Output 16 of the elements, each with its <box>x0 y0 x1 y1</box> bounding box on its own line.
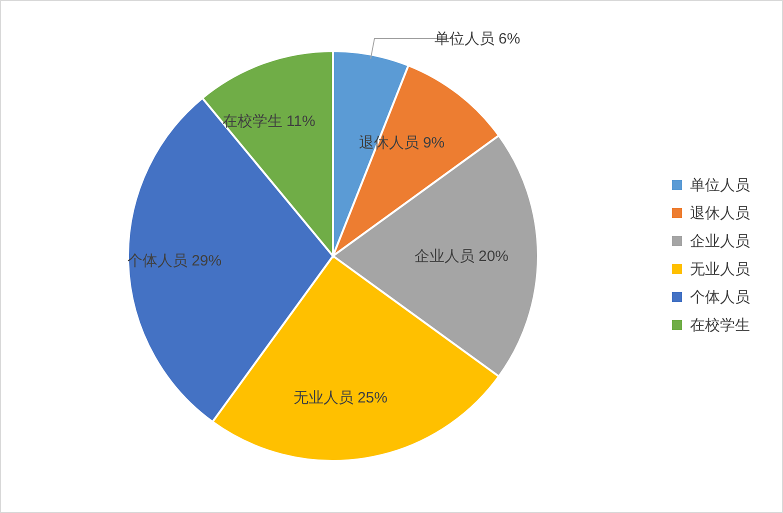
data-label: 9% <box>422 134 445 152</box>
legend-label: 单位人员 <box>690 177 750 194</box>
slice-label: 企业人员 <box>414 248 474 265</box>
data-label: 29% <box>192 252 222 270</box>
data-label: 6% <box>498 30 520 48</box>
legend-label: 企业人员 <box>690 233 750 250</box>
legend-label: 在校学生 <box>690 317 750 334</box>
slice-label: 单位人员 <box>434 30 494 48</box>
slice-label: 无业人员 <box>293 390 354 407</box>
legend-label: 个体人员 <box>690 289 750 306</box>
legend-label: 退休人员 <box>690 205 750 222</box>
data-label: 11% <box>286 112 316 130</box>
slice-label: 在校学生 <box>222 112 282 130</box>
data-label: 25% <box>357 390 388 407</box>
data-label: 20% <box>478 248 509 265</box>
legend-label: 无业人员 <box>690 261 750 278</box>
